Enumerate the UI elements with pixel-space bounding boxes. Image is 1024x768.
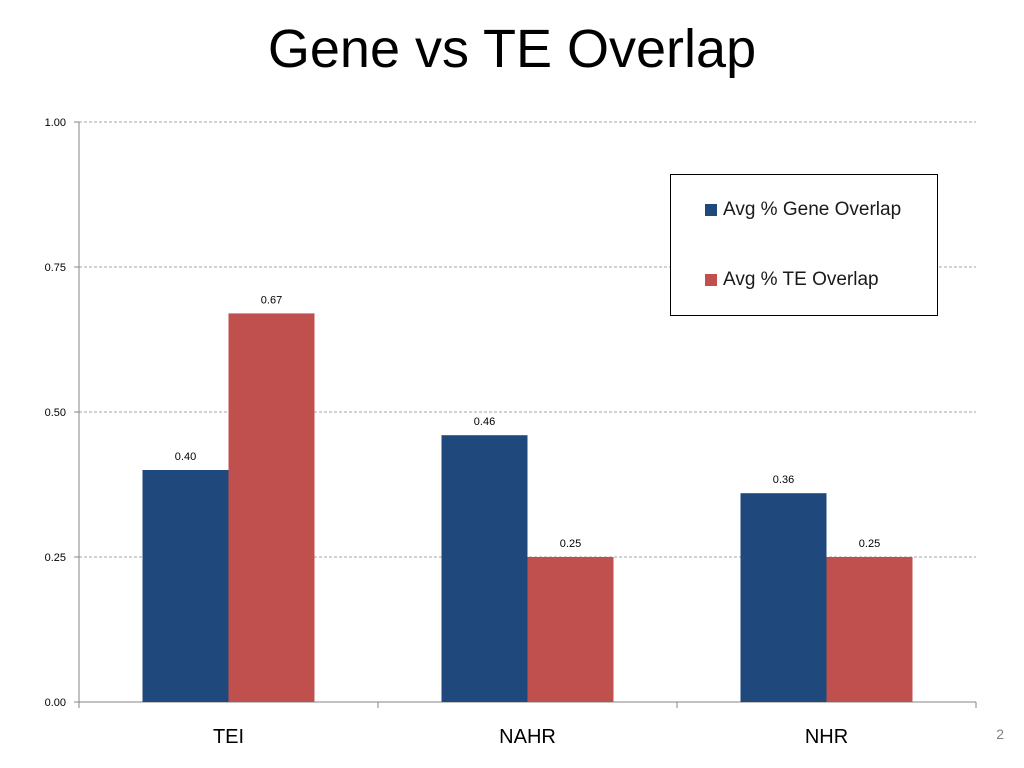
data-label: 0.46 [474,416,495,428]
data-label: 0.40 [175,451,196,463]
x-category-label: NAHR [499,726,556,748]
page-number: 2 [996,726,1004,742]
data-label: 0.36 [773,474,794,486]
slide-title: Gene vs TE Overlap [267,19,757,79]
x-category-label: TEI [213,726,244,748]
bar-tei-te [228,313,315,702]
bar-nahr-te [527,557,614,702]
data-label: 0.25 [859,538,880,550]
y-tick-label: 0.00 [45,697,66,709]
legend-item-te: Avg % TE Overlap [705,269,879,291]
bar-nahr-gene [441,435,528,702]
data-label: 0.67 [261,294,282,306]
legend-label-gene: Avg % Gene Overlap [723,199,902,220]
data-label: 0.25 [560,538,581,550]
legend-label-te: Avg % TE Overlap [723,269,879,290]
bar-nhr-te [826,557,913,702]
legend-item-gene: Avg % Gene Overlap [705,199,901,221]
y-tick-label: 1.00 [45,117,66,129]
bar-nhr-gene [740,493,827,702]
chart-legend: Avg % Gene Overlap Avg % TE Overlap [670,174,938,316]
y-tick-label: 0.25 [45,552,66,564]
x-category-label: NHR [805,726,848,748]
y-tick-label: 0.50 [45,407,66,419]
bar-tei-gene [142,470,229,702]
legend-swatch-gene [705,204,717,216]
legend-swatch-te [705,274,717,286]
y-tick-label: 0.75 [45,262,66,274]
